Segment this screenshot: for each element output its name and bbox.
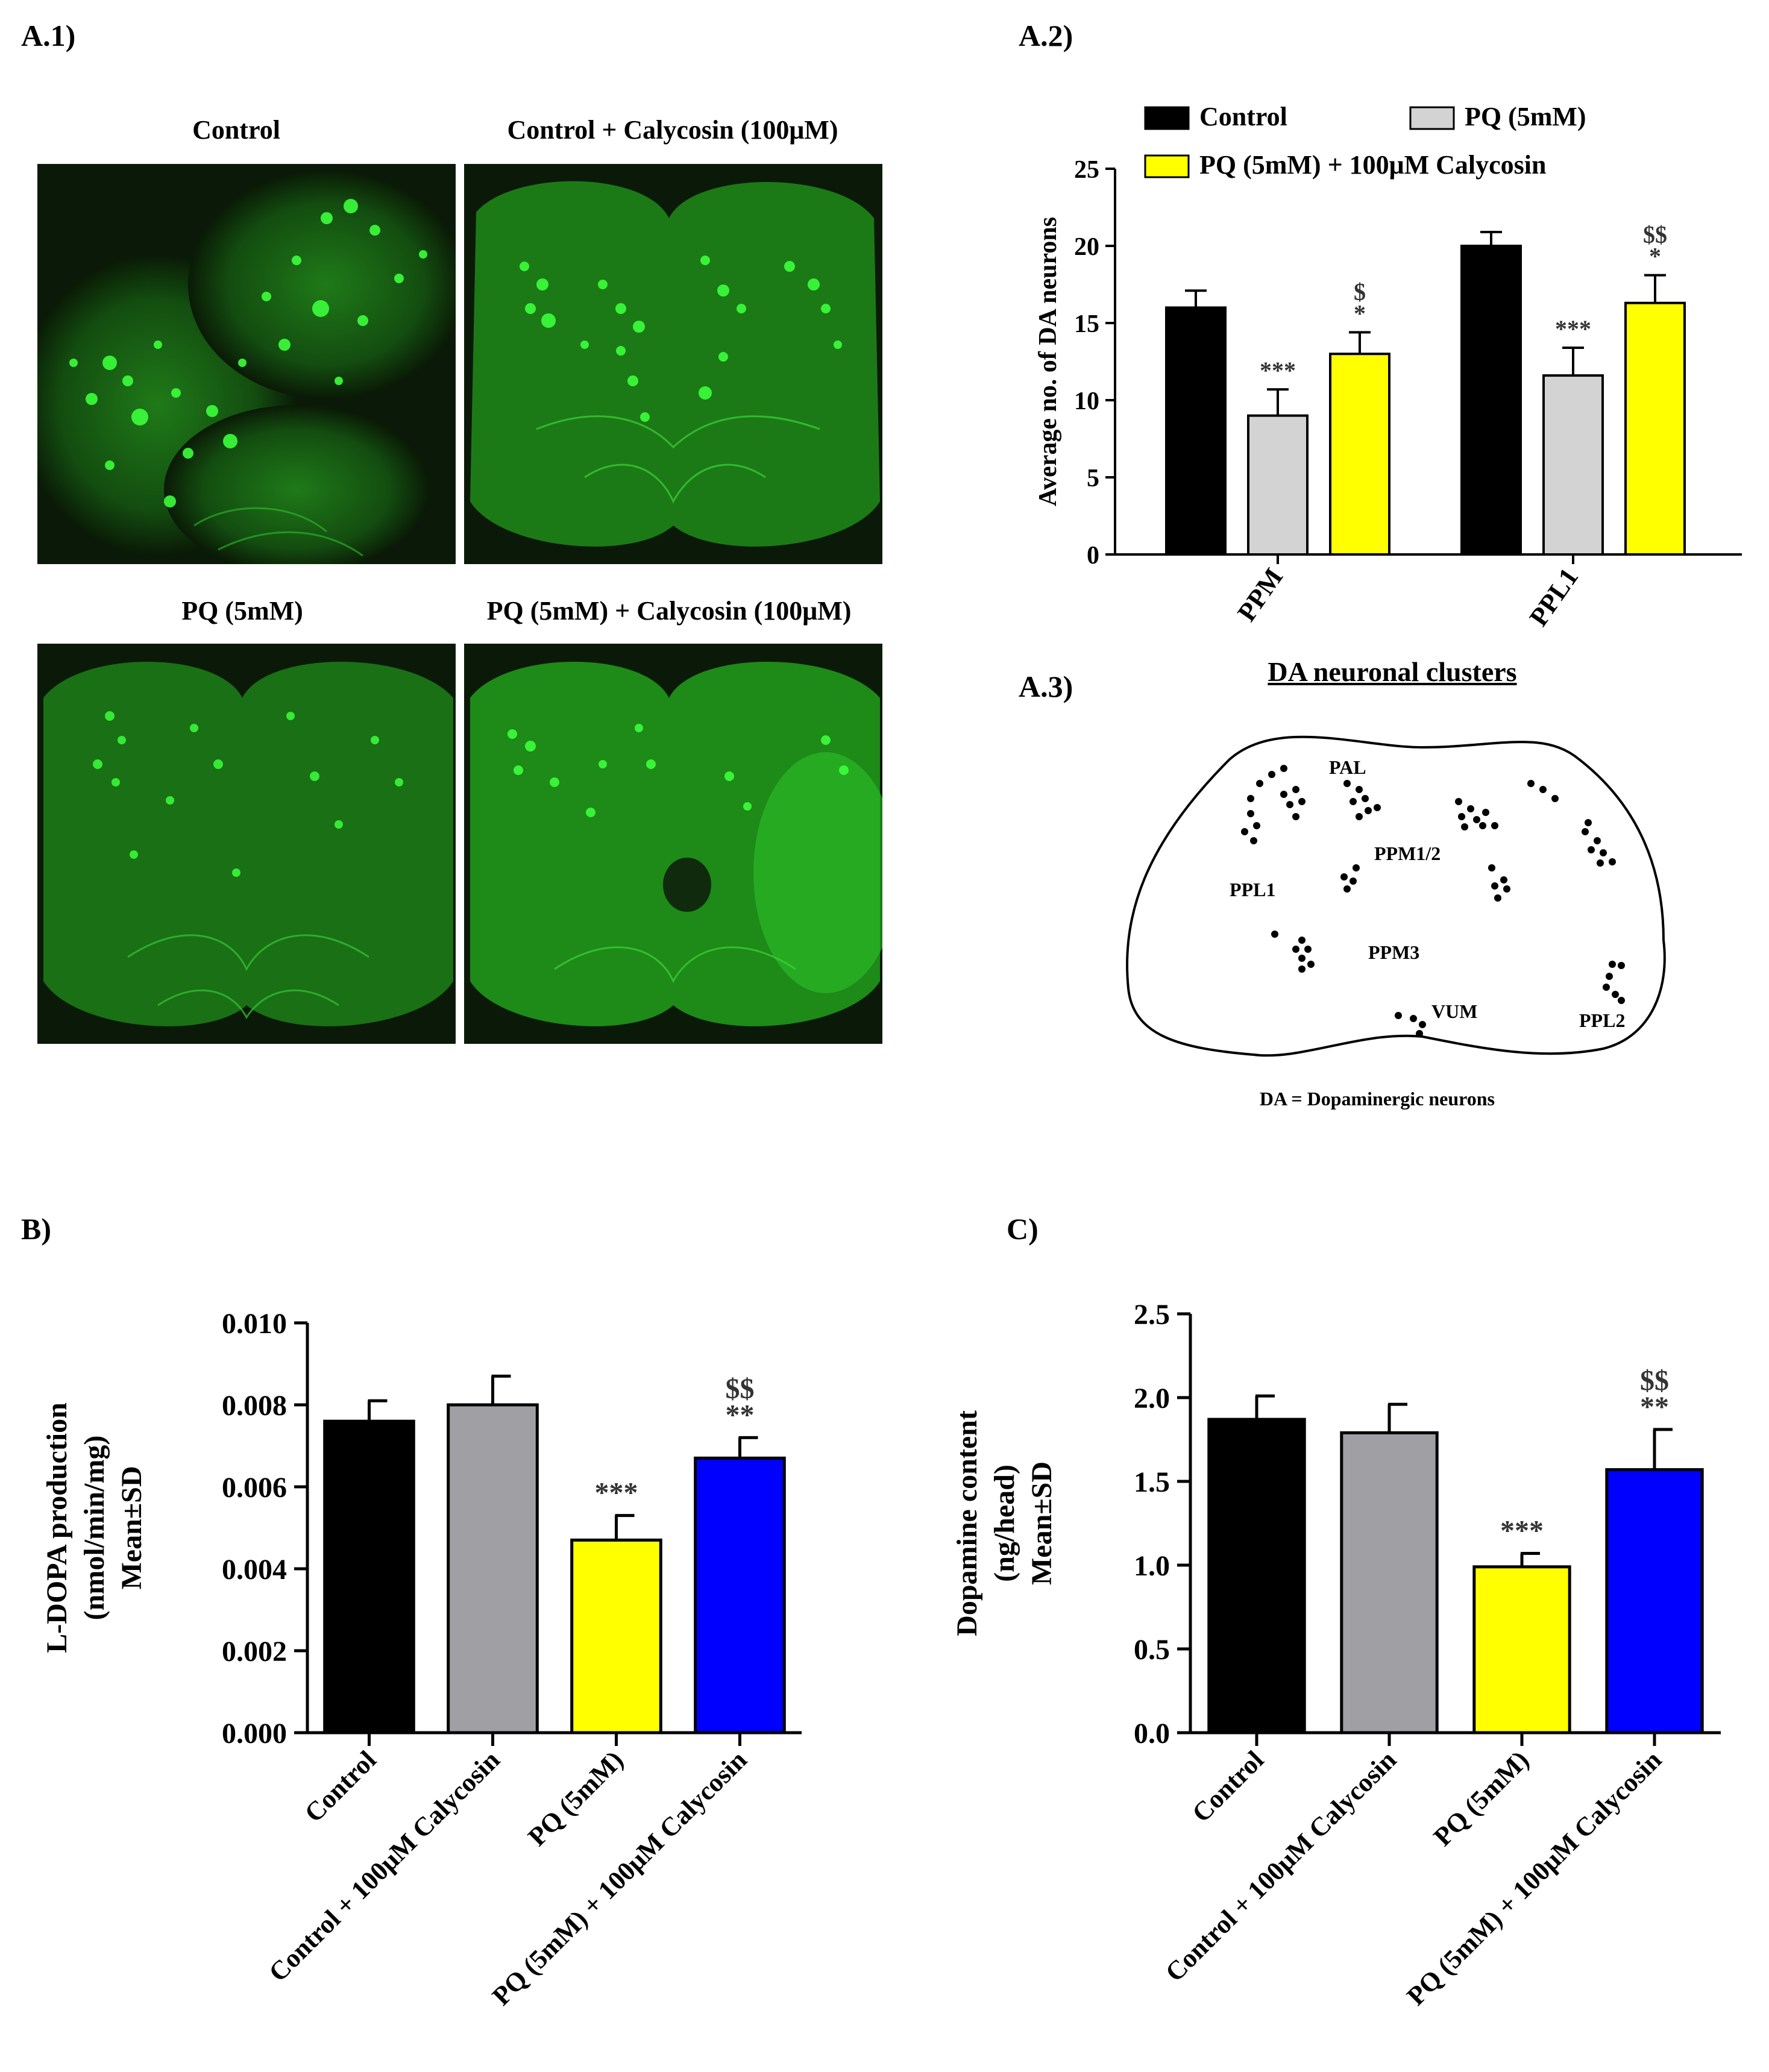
cluster-label-ppl2: PPL2 <box>1579 1009 1626 1031</box>
x-tick-label: PQ (5mM) + 100μM Calycosin <box>486 1745 753 2011</box>
bar <box>1165 306 1227 556</box>
x-tick-label: PPM <box>1231 563 1289 627</box>
diagram-caption: DA = Dopaminergic neurons <box>1259 1088 1495 1110</box>
x-tick-label: Control <box>1186 1745 1269 1828</box>
y-tick-label: 0 <box>1087 542 1099 570</box>
significance-label: *** <box>1260 357 1296 384</box>
cluster-label-vum: VUM <box>1431 1000 1478 1022</box>
y-tick-label: 0.010 <box>222 1308 287 1340</box>
y-tick-label: 5 <box>1087 465 1099 492</box>
panel-label-b: B) <box>21 1212 51 1246</box>
chart-c: 0.0 0.5 1.0 1.5 2.0 2.5 Dopamine content (ng/he… <box>951 1299 1721 2011</box>
y-axis-label: (nmol/min/mg) <box>78 1436 110 1621</box>
y-tick-label: 0.004 <box>222 1554 287 1586</box>
diagram-title: DA neuronal clusters <box>1268 656 1517 687</box>
bar <box>1624 301 1686 556</box>
y-tick-label: 2.0 <box>1134 1383 1170 1414</box>
legend-swatch <box>1144 154 1190 178</box>
significance-label: $ <box>1354 278 1366 305</box>
y-tick-label: 1.5 <box>1134 1466 1170 1498</box>
y-tick-label: 0.000 <box>222 1718 287 1750</box>
y-tick-label: 0.0 <box>1134 1718 1170 1750</box>
y-tick-label: 2.5 <box>1134 1299 1170 1331</box>
micrograph-pq-calycosin <box>464 644 882 1044</box>
micrograph-pq <box>37 644 456 1044</box>
significance-label: *** <box>1500 1515 1544 1547</box>
bar <box>694 1456 786 1735</box>
y-tick-label: 15 <box>1074 310 1099 338</box>
y-tick-label: 0.002 <box>222 1636 287 1668</box>
bar <box>570 1538 662 1735</box>
bar <box>323 1419 415 1735</box>
x-tick-label: PPL1 <box>1524 563 1584 632</box>
y-axis-label: Mean±SD <box>1026 1461 1058 1585</box>
significance-label: *** <box>1555 315 1591 342</box>
y-tick-label: 25 <box>1074 156 1099 184</box>
legend-label: PQ (5mM) + 100μM Calycosin <box>1199 150 1546 180</box>
da-cluster-diagram: DA neuronal clusters PAL PPM1/2 PPL1 PPM… <box>1121 651 1688 1121</box>
y-axis-label: L-DOPA production <box>41 1402 73 1653</box>
panel-label-a3: A.3) <box>1019 670 1073 703</box>
y-tick-label: 1.0 <box>1134 1550 1170 1582</box>
bar <box>1247 414 1309 556</box>
bar <box>1460 245 1522 556</box>
legend-swatch <box>1409 106 1455 130</box>
micrograph-title-control: Control <box>192 115 280 145</box>
cluster-label-pal: PAL <box>1329 756 1366 778</box>
legend-label: PQ (5mM) <box>1465 102 1586 131</box>
significance-label: $$ <box>726 1373 755 1405</box>
significance-label: * <box>1354 300 1366 327</box>
cluster-label-ppl1: PPL1 <box>1230 879 1276 900</box>
bar <box>1329 353 1390 556</box>
significance-label: *** <box>595 1477 638 1509</box>
micrograph-control <box>37 164 456 564</box>
legend-label: Control <box>1199 102 1287 131</box>
bar <box>1207 1417 1306 1735</box>
bar <box>1340 1431 1439 1735</box>
significance-label: * <box>1649 243 1661 270</box>
cluster-label-ppm3: PPM3 <box>1368 941 1420 963</box>
y-axis-label: Mean±SD <box>116 1466 148 1589</box>
chart-a2: Control PQ (5mM) PQ (5mM) + 100μM Calycosi… <box>1034 102 1742 632</box>
x-tick-label: Control + 100μM Calycosin <box>1160 1745 1402 1987</box>
x-tick-label: PQ (5mM) + 100μM Calycosin <box>1401 1745 1667 2011</box>
y-tick-label: 10 <box>1074 388 1099 415</box>
x-tick-label: Control <box>299 1745 382 1828</box>
y-axis-label: Dopamine content <box>951 1410 983 1636</box>
y-axis-label: Average no. of DA neurons <box>1034 217 1062 506</box>
y-tick-label: 20 <box>1074 233 1099 261</box>
y-tick-label: 0.006 <box>222 1472 287 1504</box>
significance-label: ** <box>1640 1391 1669 1423</box>
cluster-label-ppm12: PPM1/2 <box>1374 843 1441 864</box>
bar <box>447 1403 539 1735</box>
micrograph-title-control-calycosin: Control + Calycosin (100μM) <box>507 115 838 145</box>
bar <box>1605 1468 1704 1735</box>
bar <box>1472 1565 1571 1735</box>
y-tick-label: 0.008 <box>222 1390 287 1422</box>
y-tick-label: 0.5 <box>1134 1634 1170 1666</box>
x-tick-label: Control + 100μM Calycosin <box>263 1745 505 1987</box>
significance-label: $$ <box>1640 1365 1669 1397</box>
legend-swatch <box>1144 106 1190 130</box>
x-tick-label: PQ (5mM) <box>1428 1745 1535 1851</box>
bar <box>1542 374 1604 556</box>
significance-label: $$ <box>1643 221 1667 248</box>
chart-b: 0.000 0.002 0.004 0.006 0.008 0.010 L-DOPA pro… <box>41 1308 802 2011</box>
panel-label-c: C) <box>1007 1212 1038 1246</box>
micrograph-title-pq: PQ (5mM) <box>181 596 303 626</box>
micrograph-control-calycosin <box>464 164 882 564</box>
y-axis-label: (ng/head) <box>988 1465 1020 1582</box>
x-tick-label: PQ (5mM) <box>522 1745 629 1851</box>
panel-label-a1: A.1) <box>21 19 76 52</box>
significance-label: ** <box>726 1399 755 1431</box>
micrograph-title-pq-calycosin: PQ (5mM) + Calycosin (100μM) <box>486 596 852 626</box>
panel-label-a2: A.2) <box>1019 19 1073 52</box>
